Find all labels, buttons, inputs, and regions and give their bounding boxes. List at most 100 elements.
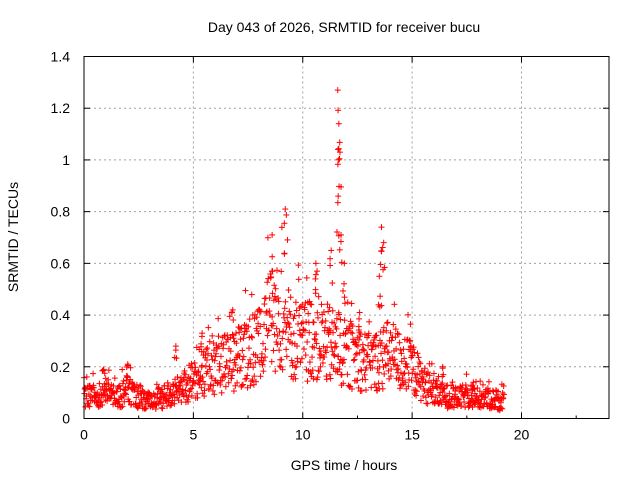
data-point	[422, 379, 429, 386]
data-point	[245, 345, 252, 352]
data-point	[279, 335, 286, 342]
data-point	[334, 87, 341, 94]
data-point	[208, 352, 215, 359]
data-point	[355, 384, 362, 391]
data-point	[335, 120, 342, 127]
data-point	[320, 309, 327, 316]
data-point	[222, 373, 229, 380]
data-point	[249, 377, 256, 384]
data-point	[124, 362, 131, 369]
data-point	[417, 397, 424, 404]
data-point	[205, 350, 212, 357]
data-point	[90, 370, 97, 377]
data-point	[310, 319, 317, 326]
data-point	[185, 394, 192, 401]
data-point	[407, 348, 414, 355]
data-point	[160, 400, 167, 407]
data-point	[316, 345, 323, 352]
data-point	[211, 357, 218, 364]
data-point	[258, 350, 265, 357]
data-point	[407, 321, 414, 328]
data-point	[163, 391, 170, 398]
data-point	[372, 332, 379, 339]
data-point	[464, 389, 471, 396]
data-point	[383, 327, 390, 334]
data-point	[290, 330, 297, 337]
data-point	[314, 268, 321, 275]
data-point	[372, 353, 379, 360]
data-point	[339, 359, 346, 366]
data-point	[306, 329, 313, 336]
data-point	[319, 359, 326, 366]
data-point	[314, 309, 321, 316]
data-point	[304, 378, 311, 385]
data-point	[304, 338, 311, 345]
data-point	[245, 323, 252, 330]
data-point	[344, 299, 351, 306]
data-point	[333, 315, 340, 322]
data-point	[268, 358, 275, 365]
data-point	[269, 290, 276, 297]
data-point	[391, 301, 398, 308]
data-point	[250, 364, 257, 371]
data-point	[227, 357, 234, 364]
data-point	[217, 353, 224, 360]
data-point	[362, 387, 369, 394]
data-point	[187, 386, 194, 393]
data-point	[343, 342, 350, 349]
data-point	[394, 362, 401, 369]
data-point	[378, 248, 385, 255]
data-point	[171, 400, 178, 407]
data-point	[225, 370, 232, 377]
data-point	[309, 367, 316, 374]
x-tick-label: 0	[80, 427, 88, 443]
data-point	[229, 309, 236, 316]
data-points	[81, 87, 507, 414]
data-point	[333, 325, 340, 332]
y-tick-label: 0.2	[51, 359, 71, 375]
data-point	[436, 392, 443, 399]
data-point	[316, 368, 323, 375]
data-point	[209, 332, 216, 339]
data-point	[326, 371, 333, 378]
data-point	[396, 385, 403, 392]
data-point	[336, 149, 343, 156]
data-point	[463, 371, 470, 378]
data-point	[381, 370, 388, 377]
data-point	[158, 404, 165, 411]
data-point	[338, 371, 345, 378]
data-point	[271, 293, 278, 300]
data-point	[382, 343, 389, 350]
data-point	[234, 379, 241, 386]
data-point	[366, 318, 373, 325]
data-point	[420, 376, 427, 383]
data-point	[292, 299, 299, 306]
data-point	[202, 363, 209, 370]
data-point	[410, 366, 417, 373]
data-point	[338, 231, 345, 238]
data-point	[282, 329, 289, 336]
data-point	[429, 391, 436, 398]
data-point	[294, 358, 301, 365]
data-point	[345, 345, 352, 352]
data-point	[340, 287, 347, 294]
data-point	[413, 388, 420, 395]
data-point	[269, 268, 276, 275]
data-point	[285, 320, 292, 327]
data-point	[266, 308, 273, 315]
data-point	[307, 370, 314, 377]
data-point	[338, 183, 345, 190]
data-point	[95, 404, 102, 411]
data-point	[335, 353, 342, 360]
data-point	[424, 400, 431, 407]
plot-area-border	[83, 56, 610, 419]
data-point	[387, 329, 394, 336]
data-point	[260, 357, 267, 364]
data-point	[159, 386, 166, 393]
data-point	[402, 363, 409, 370]
data-point	[119, 366, 126, 373]
data-point	[291, 371, 298, 378]
data-point	[361, 347, 368, 354]
data-point	[373, 332, 380, 339]
data-point	[420, 393, 427, 400]
